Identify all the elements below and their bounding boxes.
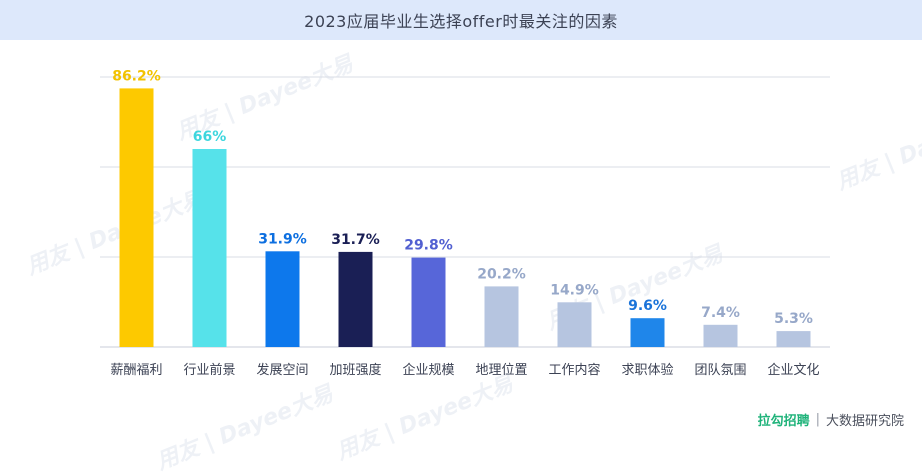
bar-3: [338, 251, 373, 347]
bar-7: [630, 318, 665, 347]
value-label-6: 14.9%: [550, 282, 599, 298]
value-label-2: 31.9%: [258, 231, 307, 247]
category-label-9: 企业文化: [767, 362, 819, 378]
value-label-7: 9.6%: [628, 298, 667, 314]
value-label-9: 5.3%: [774, 311, 813, 327]
category-label-6: 工作内容: [548, 362, 600, 378]
category-label-2: 发展空间: [256, 362, 308, 378]
category-label-3: 加班强度: [329, 362, 381, 378]
footer-separator: |: [815, 412, 820, 427]
bar-2: [265, 251, 300, 347]
label-layer: 86.2% 薪酬福利 66% 行业前景 31.9% 发展空间 31.7% 加班强度 29.8% 企…: [110, 68, 819, 378]
category-label-1: 行业前景: [183, 362, 235, 378]
bar-9: [776, 331, 811, 347]
chart-title: 2023应届毕业生选择offer时最关注的因素: [304, 12, 618, 31]
title-bar: 2023应届毕业生选择offer时最关注的因素: [0, 0, 922, 40]
footer-credit: 拉勾招聘 | 大数据研究院: [758, 410, 904, 429]
bar-chart: 86.2% 薪酬福利 66% 行业前景 31.9% 发展空间 31.7% 加班强度 29.8% 企…: [100, 68, 830, 378]
value-label-0: 86.2%: [112, 68, 161, 84]
category-label-7: 求职体验: [621, 362, 673, 378]
category-label-0: 薪酬福利: [110, 363, 162, 378]
bar-4: [411, 257, 446, 347]
bar-8: [703, 324, 738, 347]
value-label-3: 31.7%: [331, 232, 380, 248]
bar-layer: [119, 88, 811, 348]
brand-name: 拉勾招聘: [757, 414, 810, 429]
bar-5: [484, 286, 519, 347]
value-label-4: 29.8%: [404, 238, 453, 254]
research-unit: 大数据研究院: [825, 414, 904, 429]
value-label-5: 20.2%: [477, 266, 526, 282]
bar-6: [557, 302, 592, 347]
value-label-8: 7.4%: [701, 305, 740, 321]
bar-0: [119, 88, 154, 348]
category-label-4: 企业规模: [402, 362, 454, 378]
category-label-8: 团队氛围: [694, 363, 746, 378]
bar-1: [192, 149, 227, 347]
value-label-1: 66%: [193, 129, 227, 145]
category-label-5: 地理位置: [475, 363, 527, 378]
